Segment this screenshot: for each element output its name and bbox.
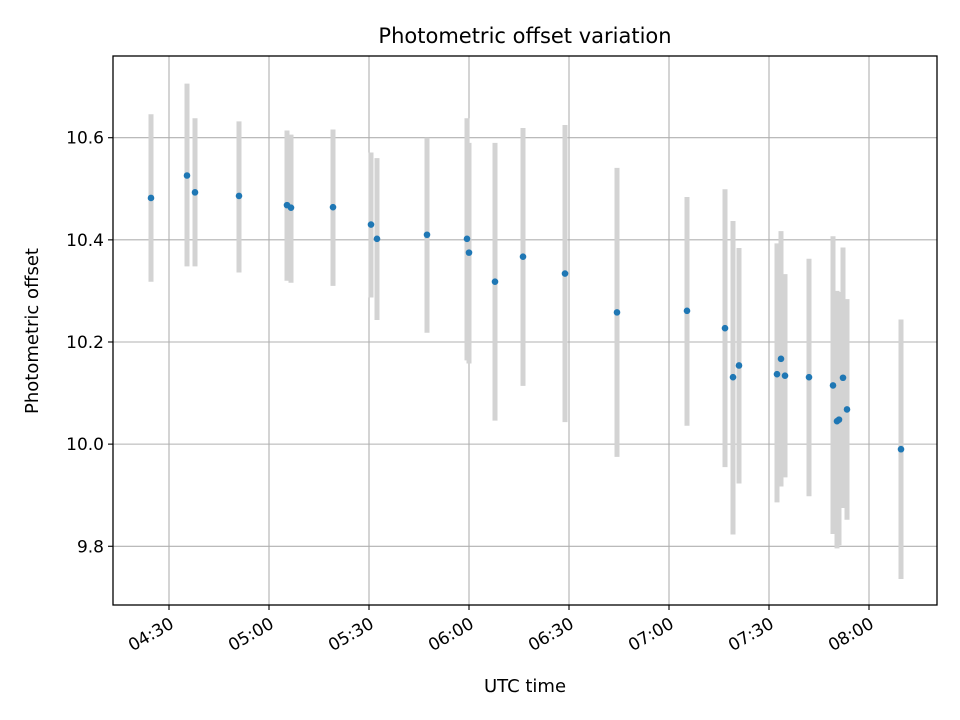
data-point (729, 373, 737, 381)
y-tick-label: 9.8 (77, 537, 104, 557)
y-axis: 9.8 10.0 10.2 10.4 10.6 (66, 129, 113, 557)
x-axis: 04:30 05:00 05:30 06:00 06:30 07:00 07:30 08:00 (125, 605, 878, 656)
data-point (829, 382, 837, 389)
data-point (463, 235, 471, 243)
x-tick-label: 08:00 (825, 614, 877, 656)
data-point (683, 307, 691, 315)
data-point (781, 372, 789, 379)
y-axis-title: Photometric offset (22, 248, 43, 414)
y-tick-label: 10.4 (66, 231, 104, 251)
data-point (519, 253, 527, 261)
x-tick-label: 05:30 (325, 614, 377, 656)
data-point (897, 445, 905, 453)
data-point (773, 370, 781, 378)
error-bars (148, 83, 904, 579)
y-tick-label: 10.2 (66, 333, 104, 353)
data-point (423, 231, 431, 239)
data-point (613, 309, 621, 316)
data-point (777, 355, 785, 363)
data-points (147, 172, 905, 453)
y-tick-label: 10.0 (66, 435, 104, 455)
chart-title: Photometric offset variation (378, 24, 671, 48)
data-point (805, 373, 813, 381)
x-tick-label: 05:00 (225, 614, 277, 656)
x-tick-label: 07:00 (625, 614, 677, 656)
y-tick-label: 10.6 (66, 129, 104, 149)
x-tick-label: 06:00 (425, 614, 477, 656)
data-point (491, 278, 499, 286)
data-point (843, 406, 851, 413)
data-point (839, 374, 847, 382)
data-point (721, 324, 729, 332)
x-tick-label: 06:30 (525, 614, 577, 656)
x-tick-label: 04:30 (125, 614, 177, 656)
plot-area-frame (112, 55, 938, 606)
data-point (561, 270, 569, 277)
data-point (735, 362, 743, 369)
data-point (287, 204, 295, 211)
data-point (465, 249, 473, 256)
data-point (373, 235, 381, 243)
x-tick-label: 07:30 (725, 614, 777, 656)
data-point (835, 416, 843, 423)
data-point (147, 194, 155, 202)
data-point (235, 192, 243, 200)
data-point (329, 203, 337, 211)
x-axis-title: UTC time (484, 676, 566, 697)
data-point (191, 189, 199, 196)
data-point (367, 221, 375, 228)
data-point (183, 172, 191, 179)
